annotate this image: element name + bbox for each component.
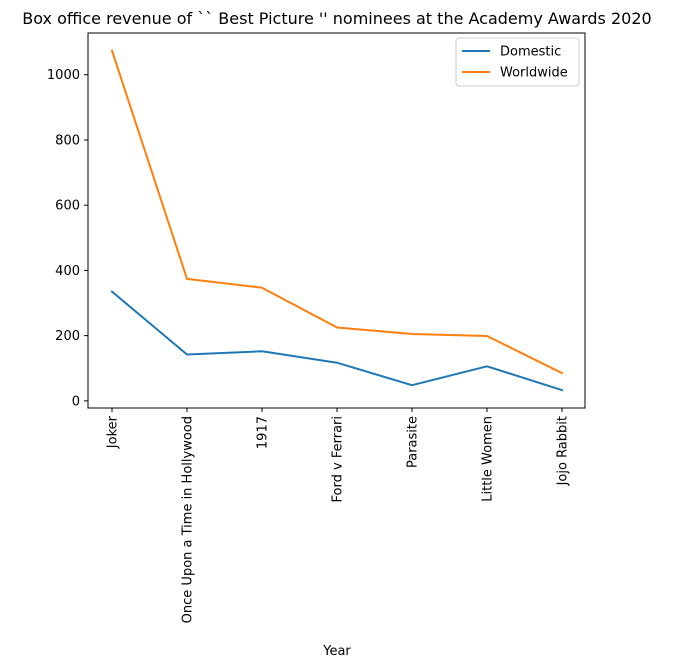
x-tick-label: Little Women bbox=[481, 416, 496, 502]
legend-label: Worldwide bbox=[500, 66, 568, 81]
y-tick-label: 400 bbox=[55, 264, 80, 279]
x-tick-label: Ford v Ferrari bbox=[331, 416, 346, 502]
x-tick-label: Jojo Rabbit bbox=[556, 416, 571, 486]
legend-label: Domestic bbox=[500, 45, 561, 60]
x-tick-label: Once Upon a Time in Hollywood bbox=[181, 416, 196, 623]
y-tick-label: 200 bbox=[55, 329, 80, 344]
y-tick-label: 600 bbox=[55, 199, 80, 214]
plot-area: 0 200 400 600 800 1000 Joker Once Upon a Time i… bbox=[47, 33, 585, 623]
chart-title: Box office revenue of `` Best Picture ''… bbox=[22, 9, 651, 28]
y-tick-label: 0 bbox=[72, 394, 80, 409]
x-tick-label: 1917 bbox=[256, 416, 271, 449]
y-tick-label: 800 bbox=[55, 133, 80, 148]
series-line-domestic bbox=[112, 292, 562, 391]
y-tick-label: 1000 bbox=[47, 68, 80, 83]
x-tick-label: Joker bbox=[106, 415, 121, 449]
x-tick-label: Parasite bbox=[406, 416, 421, 468]
series-line-worldwide bbox=[112, 51, 562, 374]
x-axis-label: Year bbox=[322, 644, 351, 659]
plot-frame bbox=[88, 33, 585, 408]
